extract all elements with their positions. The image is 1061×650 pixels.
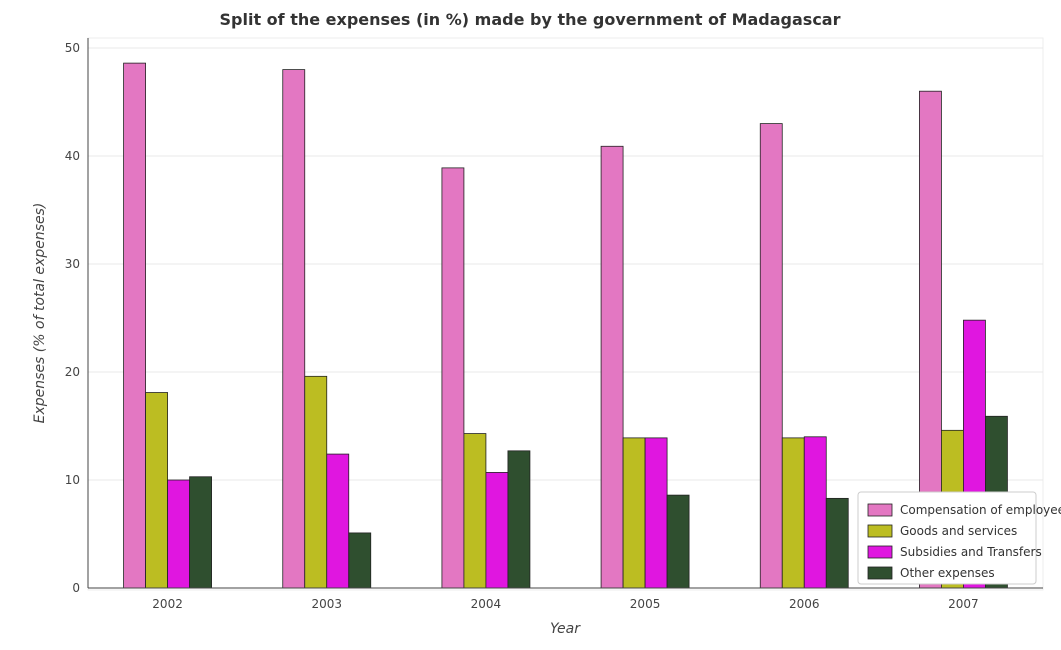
y-tick-label: 30 xyxy=(65,257,80,271)
bar-subsidies-and-transfers-2005 xyxy=(644,437,668,589)
bar-subsidies-and-transfers-2003 xyxy=(326,453,350,589)
x-tick-label: 2003 xyxy=(311,597,342,611)
legend-swatch xyxy=(867,524,893,538)
y-tick-label: 20 xyxy=(65,365,80,379)
legend-label: Other expenses xyxy=(900,566,995,580)
bar-subsidies-and-transfers-2002 xyxy=(167,479,190,589)
y-axis-label: Expenses (% of total expenses) xyxy=(32,203,48,424)
bar-goods-and-services-2006 xyxy=(781,437,805,589)
x-axis-label: Year xyxy=(550,621,581,637)
bar-goods-and-services-2005 xyxy=(622,437,646,589)
legend: Compensation of employees Goods and servi… xyxy=(857,491,1061,585)
bar-goods-and-services-2002 xyxy=(145,392,168,589)
y-tick-label: 40 xyxy=(65,149,80,163)
legend-label: Compensation of employees xyxy=(900,503,1061,517)
x-tick-label: 2006 xyxy=(789,597,820,611)
legend-swatch xyxy=(867,503,893,517)
legend-label: Subsidies and Transfers xyxy=(900,545,1042,559)
y-tick-label: 0 xyxy=(72,581,80,595)
bar-other-expenses-2003 xyxy=(348,532,372,589)
x-tick-label: 2005 xyxy=(630,597,661,611)
y-axis-ticks: 0 10 20 30 40 50 xyxy=(65,41,80,595)
chart-title: Split of the expenses (in %) made by the… xyxy=(220,10,841,29)
bar-compensation-of-employees-2004 xyxy=(441,167,465,589)
bar-subsidies-and-transfers-2004 xyxy=(485,472,509,589)
bar-other-expenses-2005 xyxy=(666,494,690,589)
y-tick-label: 50 xyxy=(65,41,80,55)
bar-compensation-of-employees-2003 xyxy=(282,69,306,589)
x-tick-label: 2002 xyxy=(152,597,183,611)
x-tick-label: 2004 xyxy=(471,597,502,611)
legend-swatch xyxy=(867,566,893,580)
bar-goods-and-services-2004 xyxy=(463,433,487,589)
x-tick-label: 2007 xyxy=(948,597,979,611)
bar-subsidies-and-transfers-2006 xyxy=(803,436,827,589)
y-tick-label: 10 xyxy=(65,473,80,487)
bar-compensation-of-employees-2005 xyxy=(600,145,624,589)
bar-other-expenses-2002 xyxy=(189,476,212,589)
x-axis-ticks: 2002 2003 2004 2005 2006 2007 xyxy=(152,597,978,611)
legend-label: Goods and services xyxy=(900,524,1017,538)
bar-compensation-of-employees-2002 xyxy=(123,62,146,589)
legend-box xyxy=(857,491,1037,585)
bar-other-expenses-2004 xyxy=(507,450,531,589)
bar-compensation-of-employees-2006 xyxy=(759,123,783,589)
bar-other-expenses-2006 xyxy=(825,497,849,589)
legend-swatch xyxy=(867,545,893,559)
bar-goods-and-services-2003 xyxy=(304,375,328,589)
